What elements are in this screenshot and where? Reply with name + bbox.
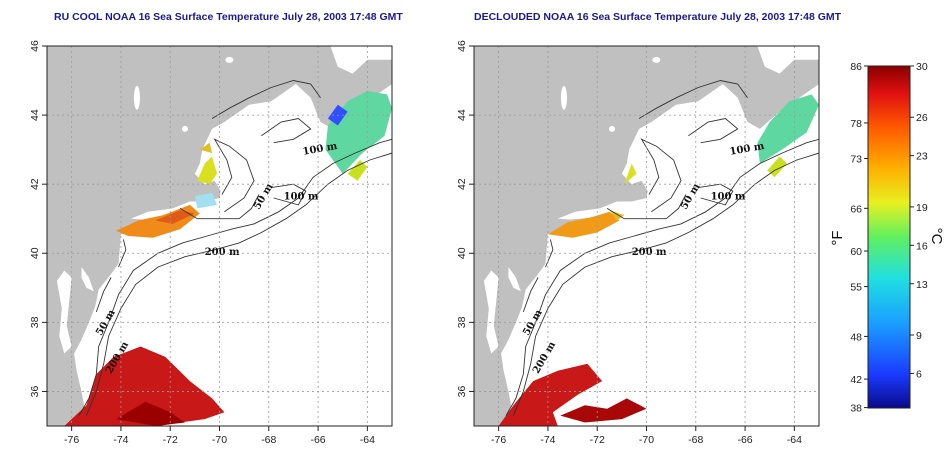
bathymetry-contour — [213, 138, 255, 213]
longitude-tick-label: -72 — [163, 434, 178, 446]
chesapeake-bay — [483, 270, 499, 354]
latitude-tick-label: 40 — [29, 247, 41, 259]
longitude-tick-label: -76 — [64, 434, 79, 446]
longitude-tick-label: -64 — [787, 434, 802, 446]
fahrenheit-tick-label: 78 — [850, 118, 862, 130]
latitude-tick-label: 46 — [29, 40, 41, 52]
bathymetry-contour — [78, 138, 392, 416]
lake — [560, 85, 567, 110]
latitude-tick-label: 38 — [29, 316, 41, 328]
longitude-tick-label: -68 — [688, 434, 703, 446]
right-panel-title: DECLOUDED NOAA 16 Sea Surface Temperatur… — [474, 11, 842, 23]
land-mass — [47, 46, 392, 426]
celsius-tick-label: 6 — [916, 368, 922, 380]
left-panel-title: RU COOL NOAA 16 Sea Surface Temperature … — [54, 11, 403, 23]
contour-label: 200 m — [205, 247, 240, 258]
longitude-tick-label: -70 — [212, 434, 227, 446]
longitude-tick-label: -66 — [737, 434, 752, 446]
latitude-tick-label: 36 — [29, 386, 41, 398]
fahrenheit-tick-label: 42 — [850, 374, 862, 386]
sst-data-patch — [624, 163, 637, 185]
sst-data-patch — [197, 156, 217, 185]
fahrenheit-tick-label: 38 — [850, 403, 862, 415]
sst-data-patch — [498, 363, 603, 426]
celsius-tick-label: 13 — [916, 279, 928, 291]
longitude-tick-label: -72 — [590, 434, 605, 446]
celsius-tick-label: 30 — [916, 61, 928, 73]
bathymetry-contour — [179, 194, 260, 220]
lake — [609, 125, 615, 132]
sst-data-patch — [116, 401, 185, 426]
longitude-tick-label: -66 — [310, 434, 325, 446]
longitude-tick-label: -68 — [261, 434, 276, 446]
fahrenheit-tick-label: 55 — [850, 282, 862, 294]
latitude-tick-label: 36 — [456, 386, 468, 398]
longitude-tick-label: -74 — [113, 434, 128, 446]
fahrenheit-tick-label: 86 — [850, 61, 862, 73]
celsius-tick-label: 26 — [916, 112, 928, 124]
sst-data-patch — [155, 210, 195, 224]
bathymetry-contour — [522, 277, 539, 313]
bathymetry-contour — [95, 277, 112, 313]
longitude-tick-label: -74 — [540, 434, 555, 446]
latitude-tick-label: 38 — [456, 316, 468, 328]
celsius-unit-label: °C — [928, 228, 945, 245]
sst-data-patch — [609, 210, 625, 221]
lake — [182, 125, 188, 132]
sst-data-patch — [560, 398, 647, 423]
sst-data-patch — [347, 160, 368, 181]
longitude-tick-label: -76 — [491, 434, 506, 446]
contour-label: 100 m — [711, 192, 746, 203]
chesapeake-bay — [56, 270, 72, 354]
land-mass — [474, 46, 819, 426]
lake — [225, 56, 234, 63]
temperature-colorbar: 86 78 73 66 60 55 48 42 38 30 26 23 19 16 13 9 6 °F °C — [829, 61, 945, 415]
latitude-tick-label: 44 — [456, 109, 468, 121]
longitude-tick-label: -64 — [360, 434, 375, 446]
celsius-tick-label: 23 — [916, 151, 928, 163]
lake — [133, 85, 140, 110]
sst-data-patch — [547, 211, 620, 238]
bathymetry-contour — [512, 152, 819, 416]
delaware-bay — [81, 267, 94, 292]
fahrenheit-tick-label: 60 — [850, 246, 862, 258]
fahrenheit-unit-label: °F — [829, 230, 846, 245]
delaware-bay — [508, 267, 521, 292]
fahrenheit-tick-label: 66 — [850, 203, 862, 215]
sst-data-patch — [757, 94, 819, 164]
celsius-tick-label: 19 — [916, 202, 928, 214]
latitude-tick-label: 40 — [456, 247, 468, 259]
bathymetry-contour — [606, 194, 687, 220]
contour-label: 100 m — [284, 192, 319, 203]
latitude-tick-label: 44 — [29, 109, 41, 121]
latitude-tick-label: 46 — [456, 40, 468, 52]
fahrenheit-tick-label: 73 — [850, 154, 862, 166]
bathymetry-contour — [688, 118, 739, 144]
bathymetry-contour — [261, 118, 312, 144]
bathymetry-contour — [211, 80, 321, 119]
sst-data-patch — [199, 142, 213, 154]
bathymetry-contour — [640, 138, 682, 213]
celsius-tick-label: 9 — [916, 330, 922, 342]
sst-data-patch — [194, 192, 217, 209]
bathymetry-contour — [698, 183, 734, 206]
fahrenheit-tick-label: 48 — [850, 331, 862, 343]
latitude-tick-label: 42 — [29, 178, 41, 190]
sst-data-patch — [64, 346, 225, 426]
bathymetry-contour — [271, 183, 307, 206]
bathymetry-contour — [85, 152, 392, 416]
lake — [652, 56, 661, 63]
longitude-tick-label: -70 — [639, 434, 654, 446]
celsius-tick-label: 16 — [916, 240, 928, 252]
colorbar-scale — [867, 65, 911, 409]
bathymetry-contour — [505, 138, 819, 416]
latitude-tick-label: 42 — [456, 178, 468, 190]
bathymetry-contour — [638, 80, 748, 119]
contour-label: 200 m — [632, 247, 667, 258]
